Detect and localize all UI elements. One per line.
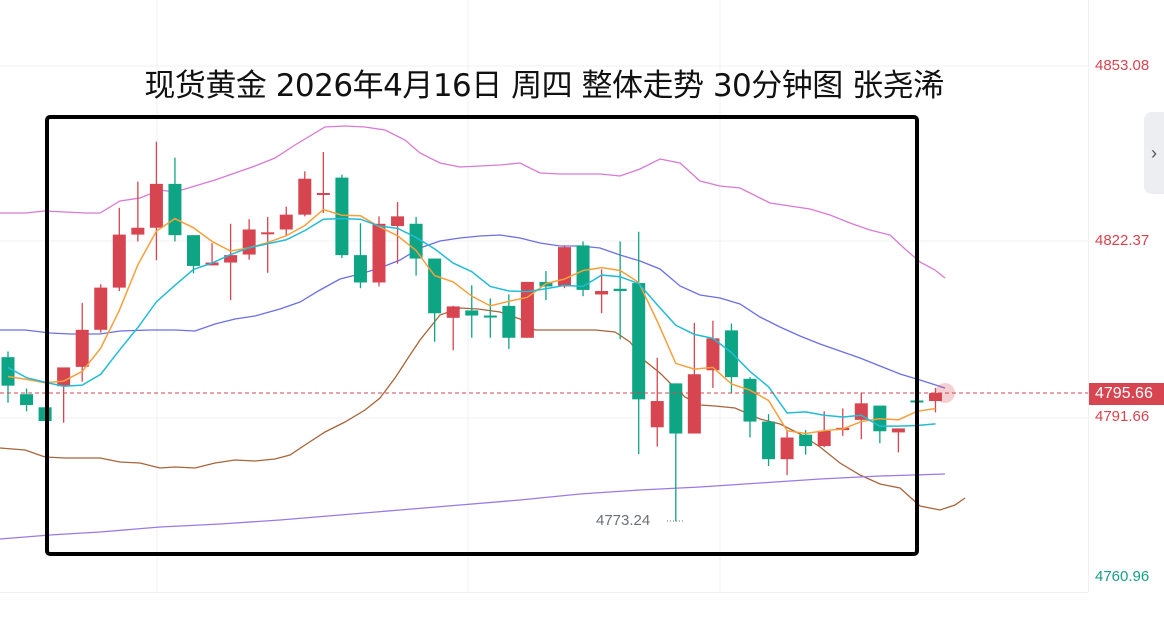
candle xyxy=(632,283,646,400)
price-tick: 4853.08 xyxy=(1095,57,1150,74)
candle xyxy=(520,281,534,338)
candle xyxy=(743,378,757,422)
candle xyxy=(891,428,905,433)
candle xyxy=(224,255,238,263)
candle xyxy=(187,235,200,266)
candle xyxy=(57,367,71,387)
highlight-box xyxy=(45,115,919,556)
current-price-tag: 4795.66 xyxy=(1089,383,1164,405)
candle xyxy=(316,192,330,195)
boll-mid-line xyxy=(0,234,946,389)
candle xyxy=(335,177,349,256)
ma-fast-line xyxy=(7,208,936,435)
candle xyxy=(483,315,497,318)
price-axis[interactable]: 4853.08 4822.37 4795.66 4791.66 4760.96 xyxy=(1088,0,1164,592)
candle xyxy=(112,234,126,288)
price-tick: 4760.96 xyxy=(1095,568,1150,585)
candle xyxy=(929,393,942,402)
ma-mid-line xyxy=(7,217,936,427)
chart-title: 现货黄金 2026年4月16日 周四 整体走势 30分钟图 张尧浠 xyxy=(144,68,944,104)
chart-area[interactable]: 现货黄金 2026年4月16日 周四 整体走势 30分钟图 张尧浠 4773.2… xyxy=(0,0,1088,592)
candle xyxy=(391,216,405,227)
grid xyxy=(0,0,1088,592)
collapse-panel-button[interactable]: › xyxy=(1144,112,1164,194)
candle xyxy=(131,227,145,235)
candle xyxy=(465,310,479,316)
candle xyxy=(502,305,516,338)
ma-long-line xyxy=(0,473,946,540)
candle xyxy=(576,245,590,290)
candle xyxy=(20,394,34,406)
chevron-right-icon: › xyxy=(1151,142,1157,163)
candle xyxy=(780,437,794,460)
candle xyxy=(75,329,89,367)
candle xyxy=(353,255,367,283)
low-price-label: 4773.24 xyxy=(596,512,651,529)
candle xyxy=(1,357,15,386)
price-tick: 4822.37 xyxy=(1095,232,1150,249)
candle xyxy=(428,258,442,314)
candles-group xyxy=(1,141,942,522)
candlestick-chart[interactable] xyxy=(0,0,1088,592)
candle xyxy=(595,291,609,295)
candle xyxy=(817,430,831,447)
candle xyxy=(261,232,275,235)
candle xyxy=(205,262,219,266)
candle xyxy=(149,183,163,228)
boll-upper-line xyxy=(0,125,946,279)
candle xyxy=(650,401,664,428)
candle xyxy=(409,223,423,259)
candle xyxy=(613,288,627,292)
candle xyxy=(279,214,293,230)
candle xyxy=(298,178,312,215)
candle xyxy=(724,330,738,378)
candle xyxy=(558,247,571,287)
boll-lower-line xyxy=(0,307,966,511)
candle xyxy=(799,434,813,447)
price-tick: 4791.66 xyxy=(1095,408,1150,425)
candle xyxy=(762,421,776,460)
candle xyxy=(94,287,108,330)
candle xyxy=(372,223,386,283)
candle xyxy=(242,229,256,255)
candle xyxy=(446,306,460,318)
candle xyxy=(168,183,182,236)
candle xyxy=(669,383,683,434)
candle xyxy=(706,338,720,371)
candle xyxy=(687,374,701,434)
last-price-pulse xyxy=(935,383,955,403)
time-axis xyxy=(0,592,1088,628)
